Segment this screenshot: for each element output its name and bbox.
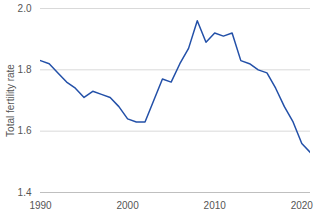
svg-text:1.4: 1.4 — [18, 187, 32, 198]
svg-text:1.6: 1.6 — [18, 125, 32, 136]
svg-text:2000: 2000 — [116, 200, 139, 211]
svg-text:2020: 2020 — [291, 200, 314, 211]
svg-text:2010: 2010 — [204, 200, 227, 211]
svg-text:1990: 1990 — [29, 200, 52, 211]
svg-text:1.8: 1.8 — [18, 64, 32, 75]
svg-text:Total fertility rate: Total fertility rate — [5, 64, 16, 137]
svg-text:2.0: 2.0 — [18, 3, 32, 14]
